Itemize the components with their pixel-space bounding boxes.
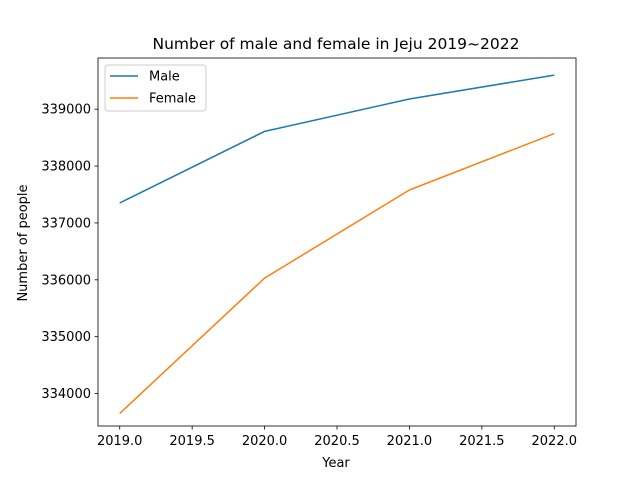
x-tick-label: 2020.5 <box>314 434 360 449</box>
axes-frame <box>97 57 577 427</box>
y-tick-label: 334000 <box>41 387 91 402</box>
legend-label-female: Female <box>149 92 196 107</box>
x-tick-label: 2021.5 <box>459 434 505 449</box>
series-line-male <box>119 74 555 204</box>
x-axis-label: Year <box>321 456 350 471</box>
x-tick-label: 2022.0 <box>532 434 578 449</box>
x-axis: 2019.0 2019.5 2020.0 2020.5 2021.0 2021.5 2022… <box>97 426 577 449</box>
y-tick-label: 338000 <box>41 160 91 175</box>
series-line-female <box>119 132 555 415</box>
y-tick-label: 335000 <box>41 330 91 345</box>
x-tick-label: 2019.5 <box>169 434 215 449</box>
plot-area <box>97 57 577 427</box>
y-tick-label: 337000 <box>41 216 91 231</box>
legend: Male Female <box>104 64 207 112</box>
legend-label-male: Male <box>149 70 180 85</box>
chart-title: Number of male and female in Jeju 2019~2… <box>153 35 520 53</box>
x-tick-label: 2019.0 <box>97 434 143 449</box>
y-tick-label: 336000 <box>41 273 91 288</box>
x-tick-label: 2020.0 <box>242 434 288 449</box>
y-axis: 334000 335000 336000 337000 338000 339000 <box>41 103 98 402</box>
y-axis-label: Number of people <box>16 184 31 301</box>
x-tick-label: 2021.0 <box>387 434 433 449</box>
y-tick-label: 339000 <box>41 103 91 118</box>
